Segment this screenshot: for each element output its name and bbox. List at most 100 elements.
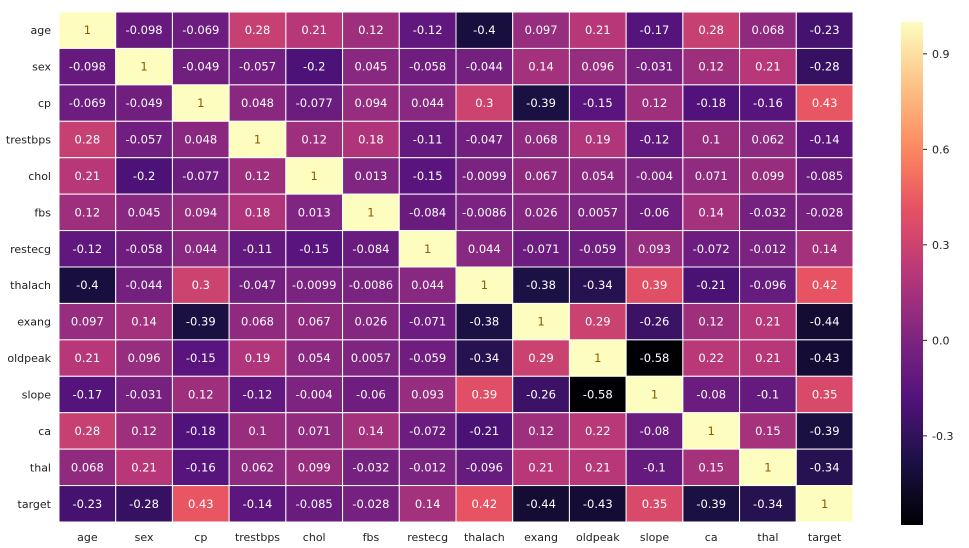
cell-value-label: -0.34 <box>753 497 783 511</box>
cell-value-label: -0.12 <box>72 242 102 256</box>
y-tick-labels: age sex cp trestbps chol fbs restecg thalach exa… <box>6 24 52 511</box>
cell-value-label: -0.21 <box>696 278 726 292</box>
heatmap-cell <box>512 485 570 523</box>
cell-value-label: 0.096 <box>128 351 161 365</box>
cell-value-label: -0.34 <box>810 460 840 474</box>
cell-value-label: 1 <box>367 205 374 219</box>
cell-value-label: 0.42 <box>472 497 498 511</box>
heatmap-cell <box>285 120 344 159</box>
heatmap-cell <box>58 84 117 122</box>
cell-value-label: 0.1 <box>248 424 266 438</box>
cell-value-label: 0.013 <box>298 205 331 219</box>
cell-value-label: -0.096 <box>749 278 786 292</box>
heatmap-cell <box>795 302 854 341</box>
cell-value-label: -0.047 <box>239 278 276 292</box>
cell-value-label: -0.12 <box>243 388 273 402</box>
cell-value-label: -0.39 <box>186 315 216 329</box>
cell-value-label: 1 <box>197 96 204 110</box>
cell-value-label: -0.39 <box>696 497 726 511</box>
heatmap-cell <box>625 302 684 341</box>
heatmap-cell <box>682 157 741 195</box>
cell-value-label: -0.044 <box>126 278 163 292</box>
colorbar-tick-label: 0.6 <box>932 143 950 156</box>
x-tick-labels: age sex cp trestbps chol fbs restecg thalach exa… <box>77 531 842 544</box>
heatmap-cell <box>682 339 741 377</box>
cell-value-label: -0.031 <box>636 60 673 74</box>
cell-value-label: 0.062 <box>241 460 274 474</box>
cell-value-label: 1 <box>537 315 544 329</box>
cell-value-label: 0.048 <box>241 96 274 110</box>
cell-value-label: -0.43 <box>583 497 613 511</box>
cell-value-label: -0.15 <box>583 96 613 110</box>
cell-value-label: -0.16 <box>186 460 216 474</box>
heatmap-cell <box>342 339 400 377</box>
cell-value-label: -0.18 <box>696 96 726 110</box>
cell-value-label: 0.21 <box>755 315 781 329</box>
cell-value-label: -0.11 <box>413 133 443 147</box>
cell-value-label: -0.44 <box>810 315 840 329</box>
heatmap-cell <box>795 375 854 414</box>
cell-value-label: 0.0057 <box>578 205 618 219</box>
heatmap-cell <box>568 375 627 414</box>
heatmap-cell <box>739 485 797 523</box>
cell-value-label: 0.28 <box>245 23 271 37</box>
cell-value-label: -0.39 <box>526 96 556 110</box>
heatmap-cell <box>795 193 854 232</box>
heatmap-cell <box>455 11 514 49</box>
colorbar-gradient <box>901 22 923 525</box>
cell-value-label: 0.14 <box>131 315 157 329</box>
y-tick-label: cp <box>38 97 51 110</box>
heatmap-cell <box>342 193 400 232</box>
cell-value-label: -0.059 <box>409 351 446 365</box>
cell-value-label: 0.099 <box>298 460 331 474</box>
cell-value-label: -0.4 <box>473 23 495 37</box>
y-tick-label: trestbps <box>6 134 51 147</box>
cell-value-label: 0.094 <box>354 96 387 110</box>
cell-value-label: 0.12 <box>358 23 384 37</box>
colorbar-tick-label: -0.3 <box>932 430 953 443</box>
heatmap-cell <box>171 375 230 414</box>
heatmap-cell <box>682 266 741 304</box>
cell-value-label: 0.067 <box>298 315 331 329</box>
cell-value-label: -0.17 <box>72 388 102 402</box>
heatmap-cell <box>795 230 854 268</box>
y-tick-label: chol <box>28 170 51 183</box>
cell-value-label: -0.049 <box>126 96 163 110</box>
cell-value-label: 1 <box>311 169 318 183</box>
heatmap-cell <box>512 84 570 122</box>
cell-value-label: -0.085 <box>806 169 843 183</box>
x-tick-label: age <box>77 531 98 544</box>
heatmap-cell <box>795 412 854 450</box>
cell-value-label: 0.048 <box>184 133 217 147</box>
cell-value-label: 0.0057 <box>351 351 391 365</box>
cell-value-label: 0.12 <box>301 133 327 147</box>
x-tick-label: fbs <box>363 531 380 544</box>
cell-value-label: -0.012 <box>749 242 786 256</box>
heatmap-cell <box>625 485 684 523</box>
heatmap-cell <box>455 302 514 341</box>
cell-value-label: 0.045 <box>128 205 161 219</box>
heatmap-cell <box>58 302 117 341</box>
cell-value-label: -0.58 <box>640 351 670 365</box>
y-tick-label: ca <box>38 425 51 438</box>
heatmap-cell <box>171 302 230 341</box>
cell-value-label: -0.085 <box>296 497 333 511</box>
cell-value-label: 1 <box>764 460 771 474</box>
cell-value-label: -0.38 <box>526 278 556 292</box>
cell-value-label: -0.14 <box>810 133 840 147</box>
heatmap-cell <box>228 485 287 523</box>
heatmap-cell <box>795 339 854 377</box>
heatmap-cell <box>285 193 344 232</box>
heatmap-cell <box>625 193 684 232</box>
colorbar-tick-label: 0.3 <box>932 239 950 252</box>
heatmap-cell <box>398 412 457 450</box>
colorbar-tick-label: 0.9 <box>932 48 950 61</box>
cell-value-label: -0.004 <box>636 169 673 183</box>
cell-value-label: -0.072 <box>693 242 730 256</box>
heatmap-cell <box>512 47 570 86</box>
cell-value-label: 0.068 <box>71 460 104 474</box>
cell-value-label: -0.058 <box>126 242 163 256</box>
y-tick-label: fbs <box>34 206 51 219</box>
heatmap-cell <box>115 412 173 450</box>
cell-value-label: 0.14 <box>415 497 441 511</box>
